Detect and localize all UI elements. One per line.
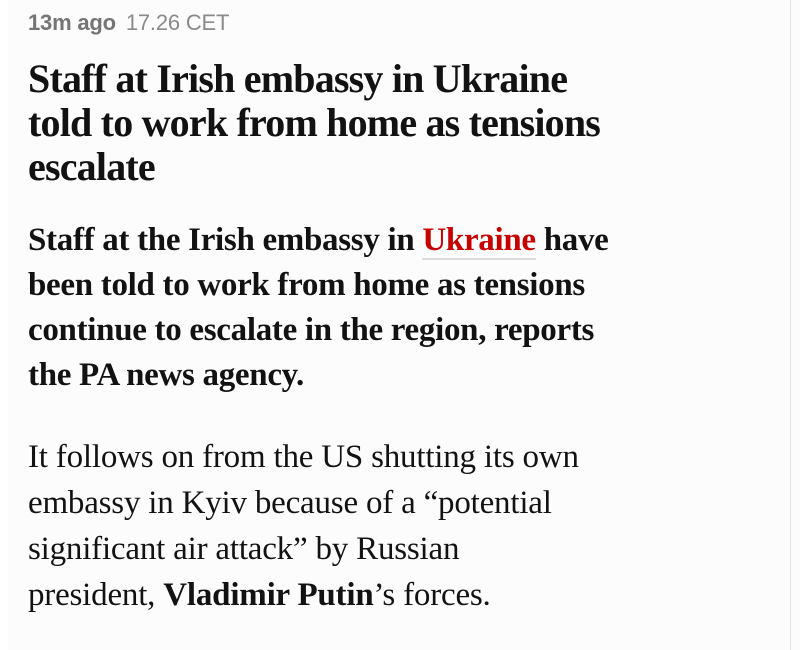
headline-line: Staff at Irish embassy in Ukraine [28,56,568,101]
headline-line: escalate [28,144,156,189]
lead-paragraph: Staff at the Irish embassy in Ukraine ha… [28,218,760,398]
ukraine-topic-link[interactable]: Ukraine [422,222,536,260]
person-name-bold: Vladimir Putin [163,577,374,613]
body-line: significant air attack” by Russian [28,531,460,567]
post-meta: 13m ago 17.26 CET [28,10,760,36]
lead-line: the PA news agency. [28,357,305,393]
body-paragraph: It follows on from the US shutting its o… [28,434,760,618]
timestamp-label: 17.26 CET [125,10,230,35]
lead-line: continue to escalate in the region, repo… [28,312,595,348]
body-line: embassy in Kyiv because of a “potential [28,485,552,521]
lead-line: been told to work from home as tensions [28,267,585,303]
lead-text: have [535,222,609,258]
body-text: president, [28,577,164,613]
headline-line: told to work from home as tensions [28,100,601,145]
right-edge-line [790,0,791,650]
lead-text: Staff at the Irish embassy in [28,222,423,258]
post-headline: Staff at Irish embassy in Ukraine told t… [28,57,760,189]
left-edge-strip [0,0,8,650]
time-ago-label: 13m ago [28,10,116,35]
body-text: ’s forces. [373,577,491,613]
lead-line: Staff at the Irish embassy in Ukraine ha… [28,218,760,263]
body-line: president, Vladimir Putin’s forces. [28,572,760,618]
body-line: It follows on from the US shutting its o… [28,439,579,475]
